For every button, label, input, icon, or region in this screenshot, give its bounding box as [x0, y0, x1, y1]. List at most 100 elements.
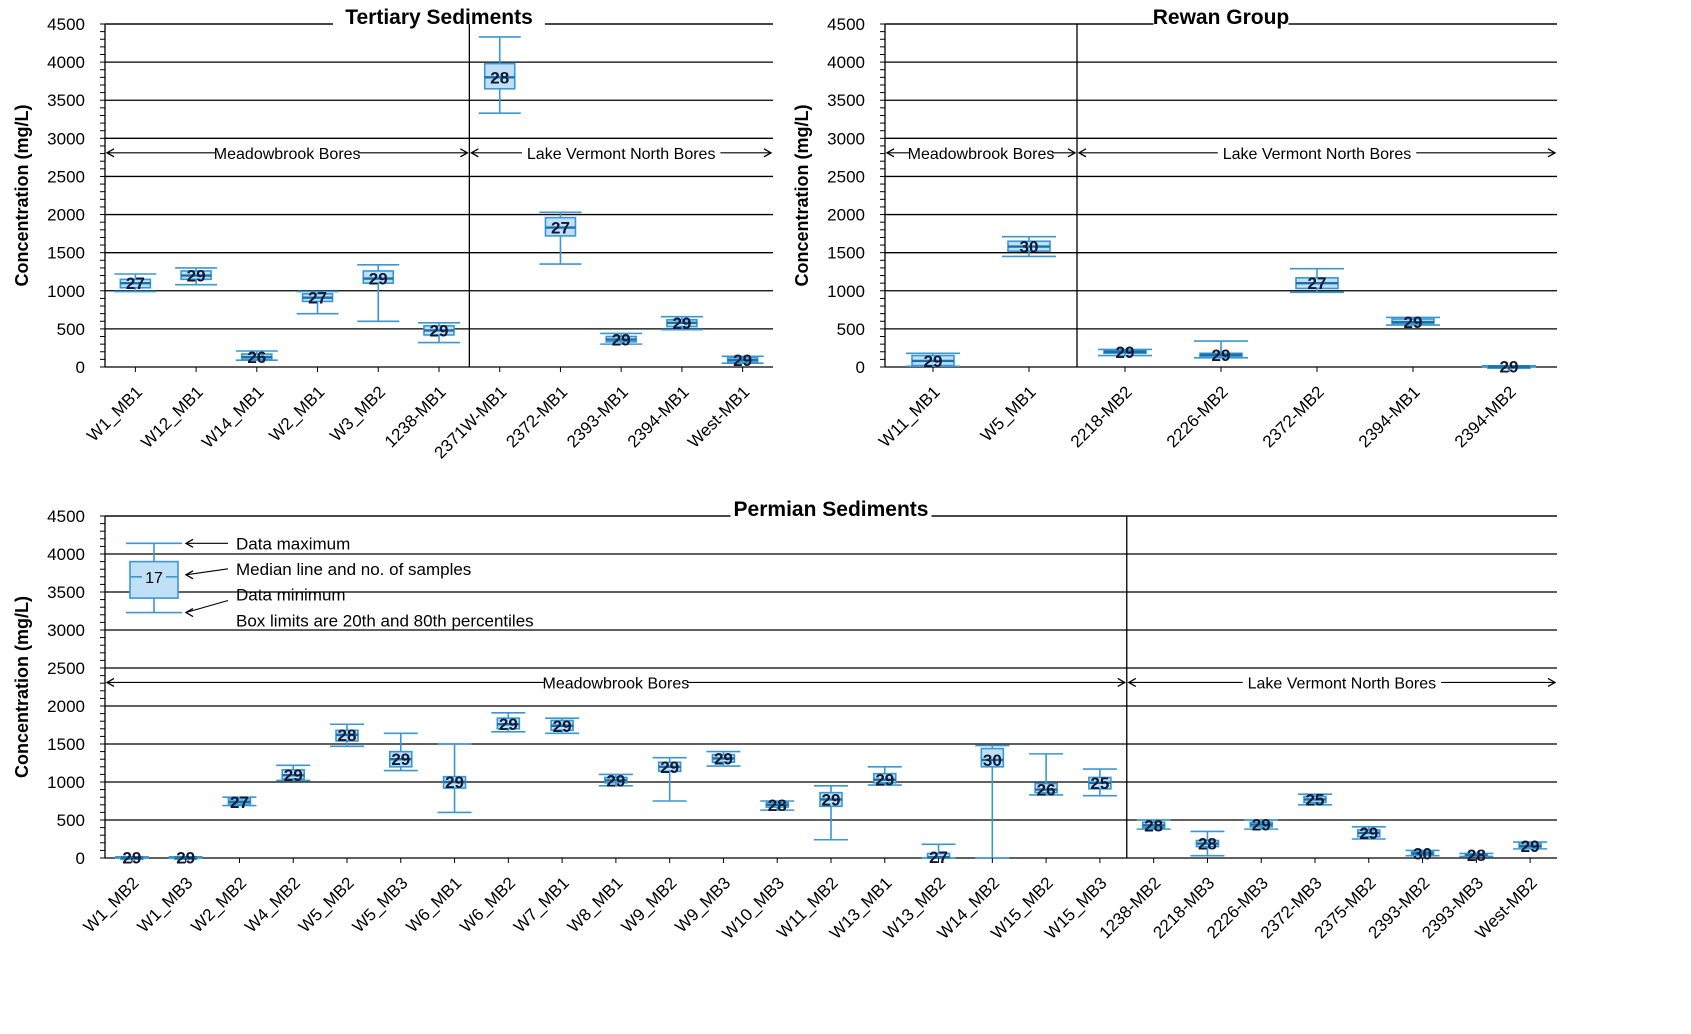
box-plot-W9_MB2: 29 [652, 756, 687, 802]
box-plot-1238-MB2: 28 [1136, 816, 1171, 835]
box-plot-W15_MB3: 25 [1082, 768, 1117, 797]
y-tick-label: 500 [57, 320, 85, 339]
y-tick-label: 4500 [47, 507, 85, 526]
x-tick-label: West-MB1 [684, 382, 753, 451]
region-arrowhead-right [460, 148, 469, 158]
box-plot-W9_MB3: 29 [706, 749, 741, 768]
y-tick-label: 2000 [47, 206, 85, 225]
box-plot-W2_MB1: 27 [296, 289, 339, 315]
x-tick-label: W1_MB3 [134, 873, 197, 936]
sample-count-label: 25 [1090, 774, 1109, 793]
region-arrowhead-left [105, 148, 115, 158]
chart-title: Rewan Group [1153, 6, 1290, 29]
y-tick-label: 3500 [47, 583, 85, 602]
box-plot-2375-MB2: 29 [1351, 824, 1386, 843]
box-plot-W11_MB2: 29 [814, 784, 848, 841]
region-label: Meadowbrook Bores [214, 146, 361, 163]
y-tick-label: 3000 [827, 129, 865, 148]
x-tick-label: W14_MB1 [198, 382, 268, 452]
chart-title-bg [730, 497, 932, 521]
box-plot-W10_MB3: 28 [760, 796, 795, 815]
box-plot-2226-MB2: 29 [1194, 340, 1248, 365]
box-plot-West-MB2: 29 [1513, 837, 1548, 856]
box-plot-W1_MB1: 27 [114, 273, 157, 293]
sample-count-label: 29 [1359, 824, 1378, 843]
sample-count-label: 29 [822, 790, 841, 809]
y-axis-label: Concentration (mg/L) [792, 105, 812, 287]
box-plot-W13_MB1: 29 [867, 765, 902, 790]
legend-text: Data maximum [236, 534, 350, 553]
x-tick-label: W3_MB2 [326, 382, 389, 445]
y-tick-label: 2500 [827, 167, 865, 186]
box-plot-W5_MB1: 30 [1002, 235, 1056, 258]
region-arrowhead-left [470, 148, 479, 158]
box-plot-W6_MB2: 29 [491, 712, 526, 734]
region-arrowhead-right [763, 148, 773, 158]
sample-count-label: 26 [247, 348, 266, 367]
sample-count-label: 29 [1252, 816, 1271, 835]
y-tick-label: 1000 [47, 773, 85, 792]
box-plot-W4_MB2: 29 [276, 764, 311, 785]
box-plot-W11_MB1: 29 [906, 352, 960, 371]
sample-count-label: 29 [553, 717, 572, 736]
y-tick-label: 2000 [827, 206, 865, 225]
panel-2: 0 500 1000 1500 2000 2500 3000 3500 4000 4500 Perm… [12, 497, 1557, 943]
box-plot-1238-MB1: 29 [418, 321, 460, 344]
region-label: Lake Vermont North Bores [1248, 675, 1437, 692]
region-arrowhead-left [105, 677, 115, 688]
sample-count-label: 26 [1037, 781, 1056, 800]
sample-count-label: 27 [126, 274, 145, 293]
sample-count-label: 27 [551, 219, 570, 238]
y-tick-label: 2500 [47, 659, 85, 678]
y-tick-label: 4000 [47, 545, 85, 564]
y-axis-label: Concentration (mg/L) [12, 105, 32, 287]
chart-title: Permian Sediments [734, 498, 929, 521]
y-tick-label: 3500 [47, 91, 85, 110]
y-tick-label: 4000 [827, 53, 865, 72]
y-tick-label: 4000 [47, 53, 85, 72]
box-plot-2393-MB3: 28 [1459, 846, 1494, 865]
region-arrowhead-right [1547, 677, 1557, 688]
sample-count-label: 29 [1212, 346, 1231, 365]
sample-count-label: 28 [1467, 846, 1486, 865]
x-tick-label: 2394-MB1 [1355, 382, 1424, 451]
legend-text: Median line and no. of samples [236, 560, 471, 579]
legend-sample-count: 17 [145, 570, 163, 587]
sample-count-label: 28 [1198, 835, 1217, 854]
sample-count-label: 29 [733, 351, 752, 370]
x-tick-label: W7_MB1 [510, 873, 573, 936]
region-label: Lake Vermont North Bores [1223, 146, 1412, 163]
box-plot-2218-MB2: 29 [1098, 343, 1152, 362]
chart-title: Tertiary Sediments [345, 6, 533, 29]
box-plot-2393-MB1: 29 [600, 331, 643, 350]
box-plot-2372-MB1: 27 [539, 211, 582, 265]
x-tick-label: 2394-MB1 [624, 382, 693, 451]
box-plot-W5_MB3: 29 [383, 732, 418, 772]
legend-arrowhead-min [184, 607, 194, 618]
region-arrowhead-left [885, 148, 895, 158]
box-plot-W14_MB1: 26 [235, 348, 278, 367]
legend-arrowhead-median [184, 570, 194, 580]
x-tick-label: W12_MB1 [137, 382, 207, 452]
sample-count-label: 29 [430, 321, 449, 340]
y-tick-label: 500 [57, 811, 85, 830]
x-tick-label: W11_MB1 [875, 382, 944, 451]
x-tick-label: 2226-MB2 [1163, 382, 1232, 451]
x-tick-label: W1_MB1 [83, 382, 146, 445]
x-tick-label: 2218-MB2 [1067, 382, 1136, 451]
y-tick-label: 2000 [47, 697, 85, 716]
y-tick-label: 1000 [47, 282, 85, 301]
sample-count-label: 29 [1116, 343, 1135, 362]
chart-title-bg [1153, 5, 1289, 29]
region-arrowhead-right [1547, 148, 1557, 158]
box-plot-2393-MB2: 30 [1405, 844, 1440, 863]
sample-count-label: 28 [338, 726, 357, 745]
region-arrowhead-left [1127, 677, 1137, 688]
region-label: Meadowbrook Bores [908, 146, 1055, 163]
sample-count-label: 29 [672, 314, 691, 333]
x-tick-label: 2393-MB1 [563, 382, 632, 451]
box-plot-W6_MB1: 29 [437, 743, 472, 814]
iqr-box [1034, 782, 1058, 794]
legend-arrowhead-max [184, 538, 194, 548]
